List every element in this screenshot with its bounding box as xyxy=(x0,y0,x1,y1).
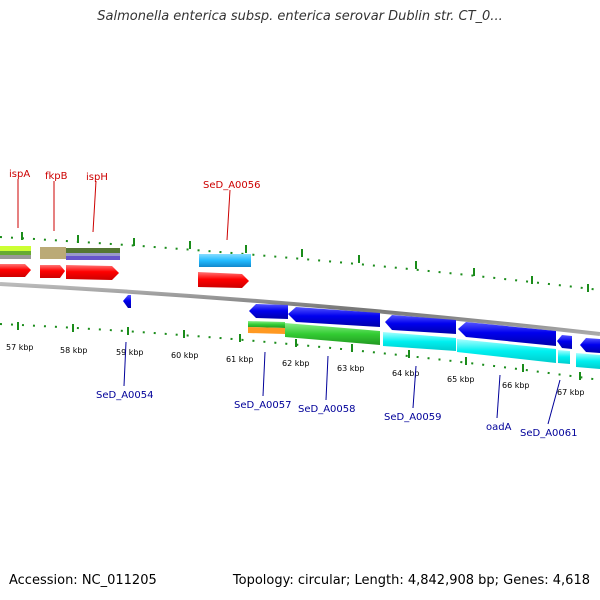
cds-reverse-arrow[interactable] xyxy=(580,338,600,353)
upper-tick-scale xyxy=(0,232,600,292)
feature-cyan[interactable] xyxy=(383,332,456,351)
cds-forward-arrow[interactable] xyxy=(0,264,31,277)
gene-label-SeD_A0054[interactable]: SeD_A0054 xyxy=(96,390,154,401)
reverse-gene-labels: SeD_A0054 SeD_A0057 SeD_A0058 SeD_A0059 … xyxy=(96,341,578,439)
gene-label-SeD_A0061[interactable]: SeD_A0061 xyxy=(520,428,578,439)
cds-reverse-arrow[interactable] xyxy=(458,322,556,346)
feature-cyan[interactable] xyxy=(576,353,600,369)
kbp-label: 67 kbp xyxy=(557,388,585,397)
cds-forward-arrow[interactable] xyxy=(66,265,119,280)
reverse-cds-track xyxy=(249,304,600,353)
accession-label: Accession: NC_011205 xyxy=(9,573,157,588)
gene-label-SeD_A0056[interactable]: SeD_A0056 xyxy=(203,180,261,191)
gene-label-oadA[interactable]: oadA xyxy=(486,422,512,433)
cds-reverse-arrow[interactable] xyxy=(385,315,456,334)
feature-cyan[interactable] xyxy=(558,350,570,364)
kbp-label: 61 kbp xyxy=(226,355,254,364)
lower-feature-tracks xyxy=(248,321,600,369)
kbp-labels: 57 kbp 58 kbp 59 kbp 60 kbp 61 kbp 62 kb… xyxy=(6,343,585,397)
genome-backbone xyxy=(0,282,600,336)
cds-reverse-arrow[interactable] xyxy=(249,304,288,319)
cds-reverse-arrow[interactable] xyxy=(288,307,380,327)
kbp-label: 65 kbp xyxy=(447,375,475,384)
gene-label-SeD_A0057[interactable]: SeD_A0057 xyxy=(234,400,292,411)
kbp-label: 62 kbp xyxy=(282,359,310,368)
cds-forward-arrow[interactable] xyxy=(198,272,249,288)
cds-forward-arrow[interactable] xyxy=(40,265,65,278)
cds-reverse-arrow[interactable] xyxy=(557,335,572,349)
kbp-label: 60 kbp xyxy=(171,351,199,360)
feature-cyan[interactable] xyxy=(457,339,556,363)
kbp-label: 63 kbp xyxy=(337,364,365,373)
upper-feature-tracks xyxy=(0,246,251,267)
forward-gene-labels: ispA fkpB ispH SeD_A0056 xyxy=(9,169,261,241)
kbp-label: 57 kbp xyxy=(6,343,34,352)
kbp-label: 59 kbp xyxy=(116,348,144,357)
cds-reverse-arrow-small[interactable] xyxy=(123,295,131,308)
map-title: Salmonella enterica subsp. enterica sero… xyxy=(97,9,503,24)
kbp-label: 66 kbp xyxy=(502,381,530,390)
feature-light-blue[interactable] xyxy=(199,254,251,267)
gene-label-SeD_A0059[interactable]: SeD_A0059 xyxy=(384,412,442,423)
forward-cds-track xyxy=(0,264,249,288)
gene-label-ispH[interactable]: ispH xyxy=(86,172,108,183)
genome-stats-label: Topology: circular; Length: 4,842,908 bp… xyxy=(232,573,590,588)
kbp-label: 58 kbp xyxy=(60,346,88,355)
kbp-label: 64 kbp xyxy=(392,369,420,378)
gene-label-SeD_A0058[interactable]: SeD_A0058 xyxy=(298,404,356,415)
gene-label-ispA[interactable]: ispA xyxy=(9,169,30,180)
gene-label-fkpB[interactable]: fkpB xyxy=(45,171,68,182)
feature-green[interactable] xyxy=(285,323,380,345)
lower-tick-scale xyxy=(0,322,600,381)
